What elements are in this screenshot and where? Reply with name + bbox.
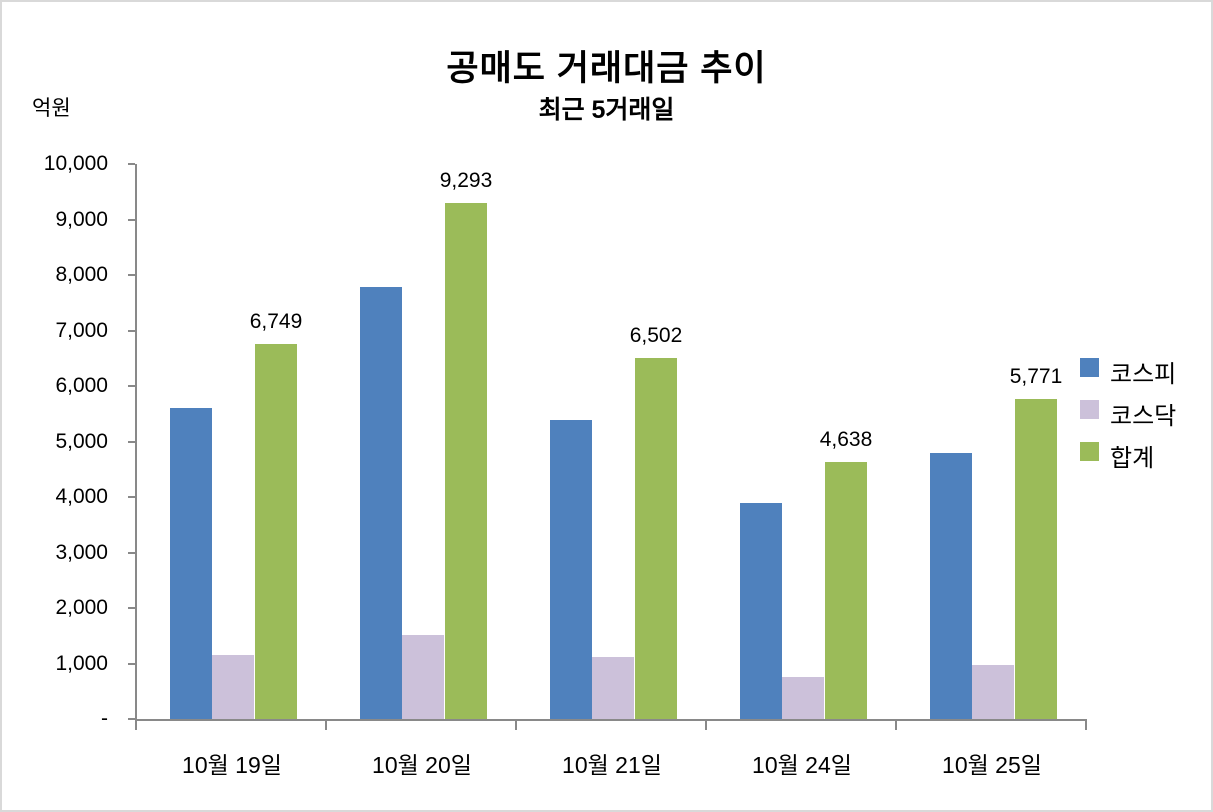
x-tick-mark bbox=[135, 719, 137, 730]
y-tick-label: 4,000 bbox=[55, 485, 108, 508]
y-tick-label: 3,000 bbox=[55, 540, 108, 564]
legend-label: 코스닥 bbox=[1110, 403, 1177, 430]
legend-label: 코스피 bbox=[1110, 361, 1177, 388]
x-tick-mark bbox=[705, 719, 707, 730]
x-axis-label: 10월 19일 bbox=[182, 752, 282, 778]
bar-코스피-10월 25일 bbox=[930, 453, 972, 719]
y-tick-mark bbox=[128, 385, 135, 387]
y-tick-mark bbox=[128, 274, 135, 276]
bar-코스닥-10월 21일 bbox=[592, 657, 634, 719]
y-tick-label: 10,000 bbox=[43, 152, 108, 175]
y-tick-mark bbox=[128, 329, 135, 332]
bar-코스피-10월 19일 bbox=[170, 408, 212, 719]
data-label: 6,502 bbox=[629, 324, 683, 348]
bar-합계-10월 20일 bbox=[445, 203, 487, 719]
bar-합계-10월 19일 bbox=[255, 344, 297, 719]
y-tick-label: - bbox=[101, 707, 108, 730]
legend-swatch bbox=[1080, 442, 1099, 461]
bar-합계-10월 24일 bbox=[825, 462, 867, 719]
plot-area: 6,749 9,293 6,502 4,638 5,771 bbox=[135, 164, 1087, 721]
x-axis-label: 10월 24일 bbox=[752, 752, 852, 778]
y-tick-label: 9,000 bbox=[55, 207, 108, 231]
bar-코스닥-10월 24일 bbox=[782, 677, 824, 719]
x-tick-mark bbox=[325, 719, 327, 730]
x-axis-label: 10월 21일 bbox=[562, 752, 662, 778]
x-tick-mark bbox=[895, 719, 897, 730]
bar-합계-10월 25일 bbox=[1015, 399, 1057, 719]
data-label: 5,771 bbox=[1009, 364, 1063, 388]
chart-title: 공매도 거래대금 추이 bbox=[446, 49, 767, 88]
y-tick-mark bbox=[128, 163, 135, 165]
data-label: 6,749 bbox=[249, 310, 303, 334]
bar-코스닥-10월 25일 bbox=[972, 665, 1014, 719]
y-tick-label: 5,000 bbox=[55, 429, 108, 453]
y-tick-label: 7,000 bbox=[55, 318, 108, 342]
y-tick-mark bbox=[128, 440, 135, 443]
bar-코스피-10월 24일 bbox=[740, 503, 782, 719]
y-tick-mark bbox=[128, 496, 135, 498]
bar-코스닥-10월 20일 bbox=[402, 635, 444, 719]
x-tick-mark bbox=[1085, 719, 1087, 730]
legend-swatch bbox=[1080, 358, 1099, 377]
y-tick-label: 1,000 bbox=[55, 651, 108, 675]
y-axis-unit-label: 억원 bbox=[32, 97, 71, 120]
bar-합계-10월 21일 bbox=[635, 358, 677, 719]
x-axis-label: 10월 25일 bbox=[942, 752, 1042, 778]
y-tick-label: 6,000 bbox=[55, 374, 108, 397]
y-tick-label: 8,000 bbox=[55, 263, 108, 286]
chart-subtitle: 최근 5거래일 bbox=[538, 96, 675, 124]
y-tick-mark bbox=[128, 607, 135, 609]
bar-코스피-10월 20일 bbox=[360, 287, 402, 719]
y-tick-label: 2,000 bbox=[55, 596, 108, 619]
data-label: 4,638 bbox=[819, 427, 873, 451]
bar-코스피-10월 21일 bbox=[550, 420, 592, 719]
y-tick-mark bbox=[128, 718, 135, 720]
y-tick-mark bbox=[128, 662, 135, 665]
y-tick-mark bbox=[128, 551, 135, 554]
x-axis-label: 10월 20일 bbox=[372, 752, 472, 778]
bar-코스닥-10월 19일 bbox=[212, 655, 254, 719]
legend-label: 합계 bbox=[1110, 445, 1155, 472]
data-label: 9,293 bbox=[439, 169, 493, 193]
x-tick-mark bbox=[515, 719, 517, 730]
y-tick-mark bbox=[128, 218, 135, 221]
legend-swatch bbox=[1080, 400, 1099, 419]
